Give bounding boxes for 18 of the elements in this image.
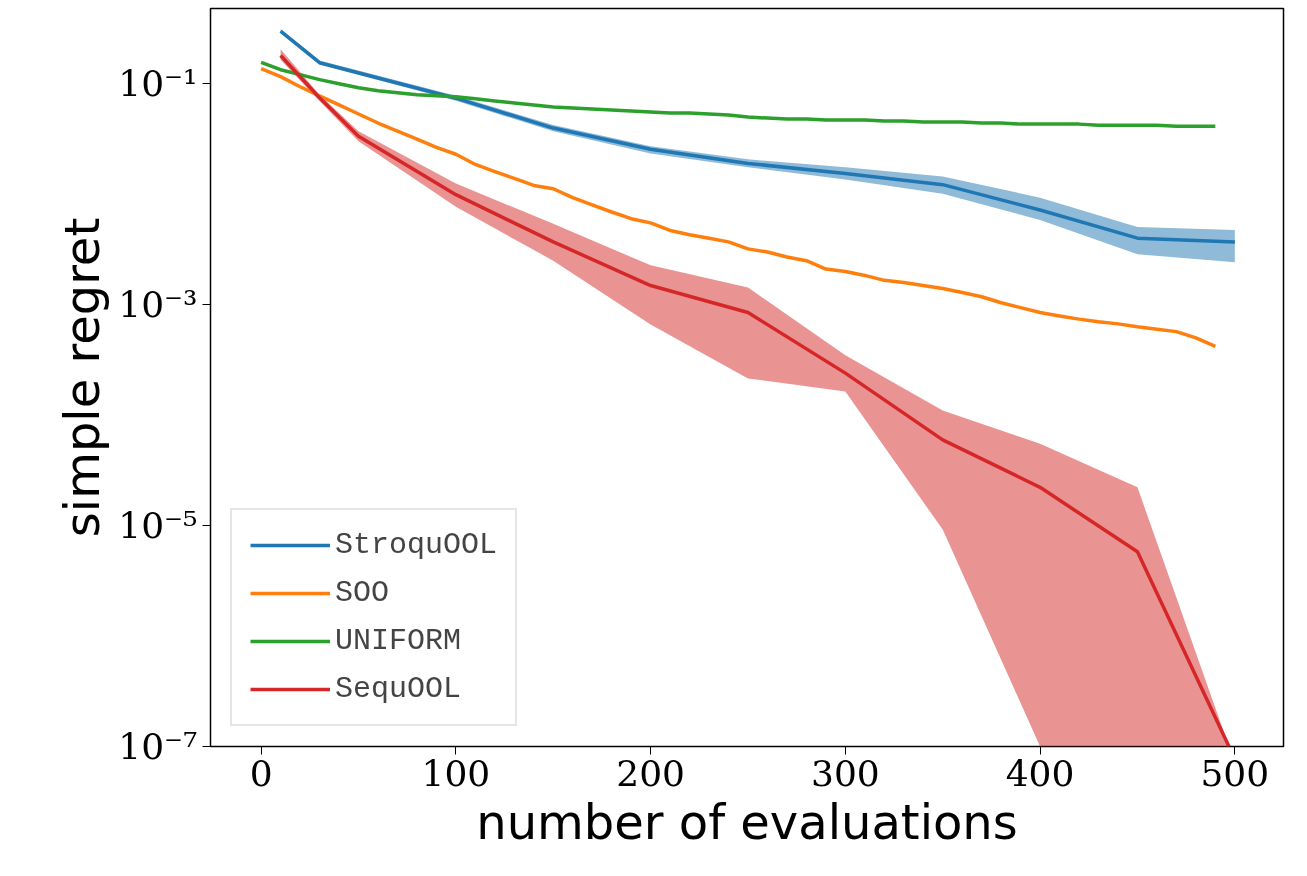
y-tick-label: 10⁻⁵	[118, 505, 198, 547]
x-tick-label: 200	[616, 752, 685, 794]
y-axis-title: simple regret	[54, 217, 111, 538]
legend-label: StroquOOL	[335, 528, 498, 562]
legend-label: SequOOL	[335, 672, 462, 706]
x-tick-label: 300	[810, 752, 880, 794]
x-axis-title: number of evaluations	[476, 793, 1018, 850]
x-tick-label: 100	[421, 752, 491, 794]
line-series	[259, 66, 1218, 349]
legend-label: SOO	[335, 576, 390, 610]
x-tick-label: 500	[1200, 752, 1270, 794]
legend-label: UNIFORM	[335, 624, 462, 658]
y-tick-label: 10⁻³	[118, 284, 198, 326]
y-tick-label: 10⁻¹	[118, 63, 198, 105]
line-series	[259, 60, 1218, 128]
y-tick-label: 10⁻⁷	[118, 726, 198, 767]
x-tick-label: 0	[249, 752, 273, 794]
x-tick-label: 400	[1005, 752, 1075, 794]
